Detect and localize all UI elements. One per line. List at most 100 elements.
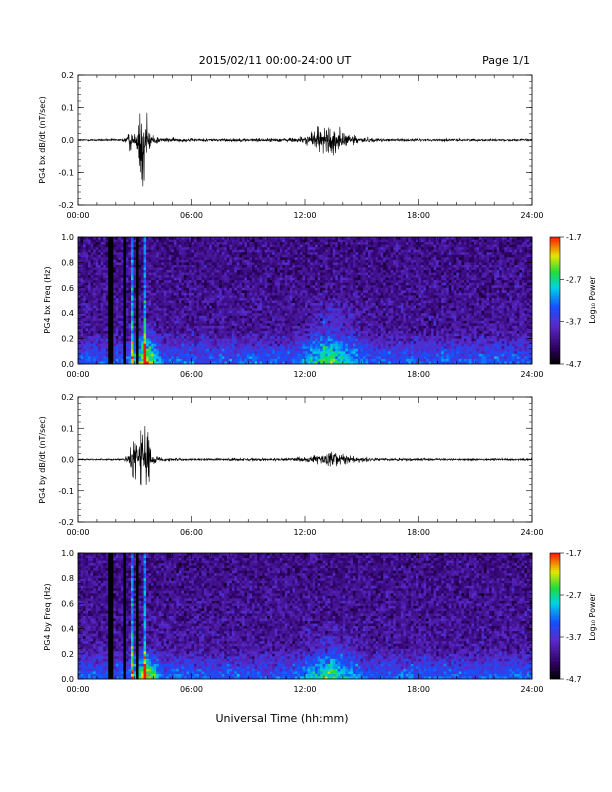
spectrogram-cell bbox=[221, 239, 225, 243]
spectrogram-cell bbox=[211, 328, 215, 332]
spectrogram-cell bbox=[317, 341, 321, 344]
spectrogram-cell bbox=[305, 262, 308, 266]
spectrogram-cell bbox=[299, 303, 303, 306]
spectrogram-cell bbox=[246, 272, 250, 276]
spectrogram-cell bbox=[226, 285, 230, 289]
spectrogram-cell bbox=[224, 343, 228, 347]
spectrogram-cell bbox=[93, 247, 96, 250]
spectrogram-cell bbox=[252, 333, 255, 337]
spectrogram-cell bbox=[125, 305, 129, 309]
spectrogram-cell bbox=[161, 292, 165, 296]
spectrogram-cell bbox=[221, 313, 225, 317]
spectrogram-cell bbox=[201, 247, 205, 250]
spectrogram-cell bbox=[123, 257, 127, 261]
spectrogram-cell bbox=[125, 310, 129, 314]
spectrogram-cell bbox=[252, 323, 255, 327]
spectrogram-cell bbox=[272, 310, 276, 314]
spectrogram-cell bbox=[224, 252, 228, 256]
spectrogram-cell bbox=[153, 310, 157, 314]
spectrogram-cell bbox=[252, 270, 255, 273]
spectrogram-cell bbox=[199, 249, 202, 253]
spectrogram-cell bbox=[241, 333, 245, 337]
spectrogram-cell bbox=[83, 237, 86, 240]
spectrogram-cell bbox=[241, 303, 245, 306]
spectrogram-cell bbox=[206, 295, 210, 299]
spectrogram-cell bbox=[272, 292, 276, 296]
spectrogram-cell bbox=[320, 348, 323, 352]
spectrogram-cell bbox=[204, 341, 207, 344]
spectrogram-cell bbox=[312, 275, 316, 278]
spectrogram-cell bbox=[305, 320, 308, 324]
spectrogram-cell bbox=[249, 328, 253, 332]
spectrogram-cell bbox=[294, 341, 298, 344]
spectrogram-cell bbox=[176, 272, 180, 276]
spectrogram-cell bbox=[257, 252, 260, 256]
spectrogram-cell bbox=[188, 300, 192, 304]
spectrogram-cell bbox=[289, 341, 293, 344]
spectrogram-cell bbox=[249, 310, 253, 314]
spectrogram-cell bbox=[216, 267, 220, 271]
spectrogram-cell bbox=[194, 333, 197, 337]
spectrogram-cell bbox=[221, 264, 225, 268]
spectrogram-cell bbox=[292, 244, 296, 248]
spectrogram-cell bbox=[176, 300, 180, 304]
spectrogram-cell bbox=[141, 353, 144, 357]
spectrogram-cell bbox=[120, 272, 124, 276]
spectrogram-cell bbox=[148, 313, 152, 317]
spectrogram-cell bbox=[226, 351, 230, 355]
spectrogram-cell bbox=[93, 267, 96, 271]
spectrogram-cell bbox=[209, 313, 212, 317]
spectrogram-cell bbox=[299, 244, 303, 248]
spectrogram-cell bbox=[128, 287, 132, 291]
spectrogram-cell bbox=[125, 247, 129, 250]
spectrogram-cell bbox=[171, 285, 175, 289]
spectrogram-cell bbox=[141, 308, 144, 311]
spectrogram-cell bbox=[110, 237, 114, 240]
spectrogram-cell bbox=[254, 264, 258, 268]
spectrogram-cell bbox=[312, 325, 316, 329]
spectrogram-cell bbox=[277, 320, 281, 324]
spectrogram-cell bbox=[224, 297, 228, 301]
spectrogram-cell bbox=[105, 277, 109, 281]
spectrogram-cell bbox=[98, 285, 101, 289]
spectrogram-cell bbox=[259, 249, 263, 253]
spectrogram-cell bbox=[108, 330, 112, 334]
spectrogram-cell bbox=[113, 239, 117, 243]
spectrogram-cell bbox=[244, 272, 248, 276]
spectrogram-cell bbox=[125, 277, 129, 281]
spectrogram-cell bbox=[249, 290, 253, 294]
spectrogram-cell bbox=[226, 353, 230, 357]
spectrogram-cell bbox=[176, 356, 180, 360]
spectrogram-cell bbox=[183, 320, 187, 324]
spectrogram-cell bbox=[148, 297, 152, 301]
spectrogram-cell bbox=[188, 323, 192, 327]
spectrogram-cell bbox=[312, 303, 316, 306]
spectrogram-cell bbox=[115, 242, 119, 245]
spectrogram-cell bbox=[80, 358, 84, 362]
spectrogram-cell bbox=[103, 277, 107, 281]
spectrogram-cell bbox=[188, 244, 192, 248]
spectrogram-cell bbox=[262, 336, 265, 339]
spectrogram-cell bbox=[186, 287, 190, 291]
spectrogram-cell bbox=[143, 348, 147, 352]
spectrogram-cell bbox=[214, 257, 218, 261]
spectrogram-cell bbox=[158, 282, 162, 286]
spectrogram-cell bbox=[249, 262, 253, 266]
spectrogram-cell bbox=[274, 338, 278, 342]
spectrogram-cell bbox=[176, 353, 180, 357]
spectrogram-cell bbox=[199, 287, 202, 291]
spectrogram-cell bbox=[221, 237, 225, 240]
spectrogram-cell bbox=[146, 249, 149, 253]
spectrogram-cell bbox=[153, 247, 157, 250]
spectrogram-cell bbox=[146, 247, 149, 250]
spectrogram-cell bbox=[161, 239, 165, 243]
spectrogram-cell bbox=[136, 280, 139, 284]
spectrogram-cell bbox=[78, 287, 81, 291]
spectrogram-cell bbox=[312, 343, 316, 347]
spectrogram-cell bbox=[78, 313, 81, 317]
spectrogram-cell bbox=[201, 242, 205, 245]
spectrogram-cell bbox=[158, 257, 162, 261]
spectrogram-cell bbox=[171, 280, 175, 284]
spectrogram-cell bbox=[254, 242, 258, 245]
spectrogram-cell bbox=[196, 244, 200, 248]
